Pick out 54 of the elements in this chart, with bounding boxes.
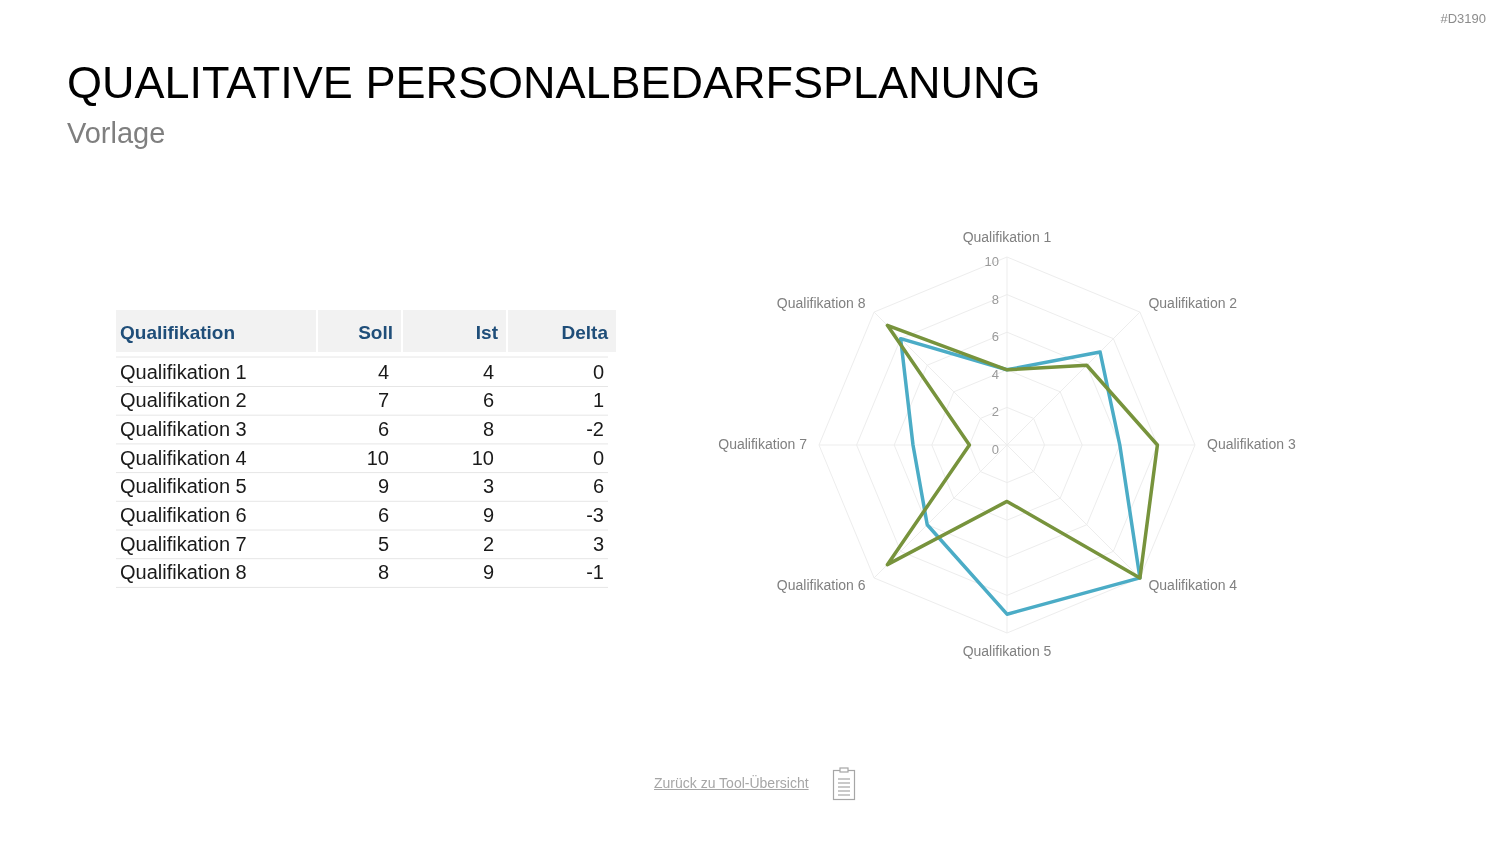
text: 1 bbox=[592, 389, 604, 412]
text: Soll bbox=[358, 322, 393, 343]
text: 9 bbox=[377, 475, 389, 498]
category-label: Qualifikation 4 bbox=[120, 446, 247, 469]
text: 6 bbox=[592, 475, 604, 498]
spoke-label: Qualifikation 4 bbox=[1148, 577, 1238, 594]
y-tick-label: 8 bbox=[991, 291, 999, 307]
category-label: Qualifikation 6 bbox=[120, 504, 247, 526]
text: 8 bbox=[482, 417, 494, 440]
category-label: Qualifikation 1 bbox=[120, 360, 247, 383]
text: 4 bbox=[377, 360, 389, 383]
text: Delta bbox=[561, 322, 609, 343]
spoke-label: Qualifikation 6 bbox=[776, 577, 866, 594]
y-tick-label: 10 bbox=[984, 254, 999, 269]
category-label: Qualifikation 5 bbox=[120, 475, 247, 498]
text: 10 bbox=[366, 446, 389, 469]
y-tick-label: 4 bbox=[991, 366, 999, 382]
category-label: Qualifikation 8 bbox=[120, 561, 247, 584]
text: 9 bbox=[482, 504, 494, 526]
text: 7 bbox=[377, 389, 389, 412]
spoke-label: Qualifikation 5 bbox=[962, 643, 1052, 659]
chart-title: QUALITATIVE PERSONALBEDARFSPLANUNG bbox=[67, 57, 1041, 108]
text: 0 bbox=[592, 360, 604, 383]
category-label: Qualifikation 3 bbox=[120, 417, 247, 440]
category-label: Qualifikation 7 bbox=[120, 532, 247, 555]
spoke-label: Qualifikation 1 bbox=[962, 229, 1052, 245]
text: 6 bbox=[377, 417, 389, 440]
text: 8 bbox=[377, 561, 389, 584]
spoke-label: Qualifikation 2 bbox=[1148, 294, 1238, 311]
text: 3 bbox=[592, 532, 604, 555]
text: 9 bbox=[482, 561, 494, 584]
text: -1 bbox=[586, 561, 604, 584]
text: -2 bbox=[586, 417, 604, 440]
y-tick-label: 6 bbox=[991, 329, 999, 345]
text: 5 bbox=[377, 532, 389, 555]
y-tick-label: 2 bbox=[991, 404, 999, 420]
category-label: Qualifikation 2 bbox=[120, 389, 247, 412]
text: Qualifikation bbox=[120, 322, 236, 343]
text: 4 bbox=[482, 360, 494, 383]
text: Vorlage bbox=[67, 117, 166, 149]
text: 3 bbox=[482, 475, 494, 498]
text: 6 bbox=[482, 389, 494, 412]
spoke-label: Qualifikation 3 bbox=[1207, 436, 1296, 452]
text: #D3190 bbox=[1440, 11, 1486, 27]
text: Ist bbox=[475, 322, 499, 343]
text: 10 bbox=[471, 446, 494, 469]
spoke-label: Qualifikation 8 bbox=[776, 294, 866, 311]
y-tick-label: 0 bbox=[991, 442, 999, 457]
text: -3 bbox=[586, 504, 604, 526]
text: 6 bbox=[377, 504, 389, 526]
spoke-label: Qualifikation 7 bbox=[718, 436, 808, 452]
text: 2 bbox=[482, 532, 494, 555]
text: Zurück zu Tool-Übersicht bbox=[654, 775, 809, 792]
text: 0 bbox=[592, 446, 604, 469]
